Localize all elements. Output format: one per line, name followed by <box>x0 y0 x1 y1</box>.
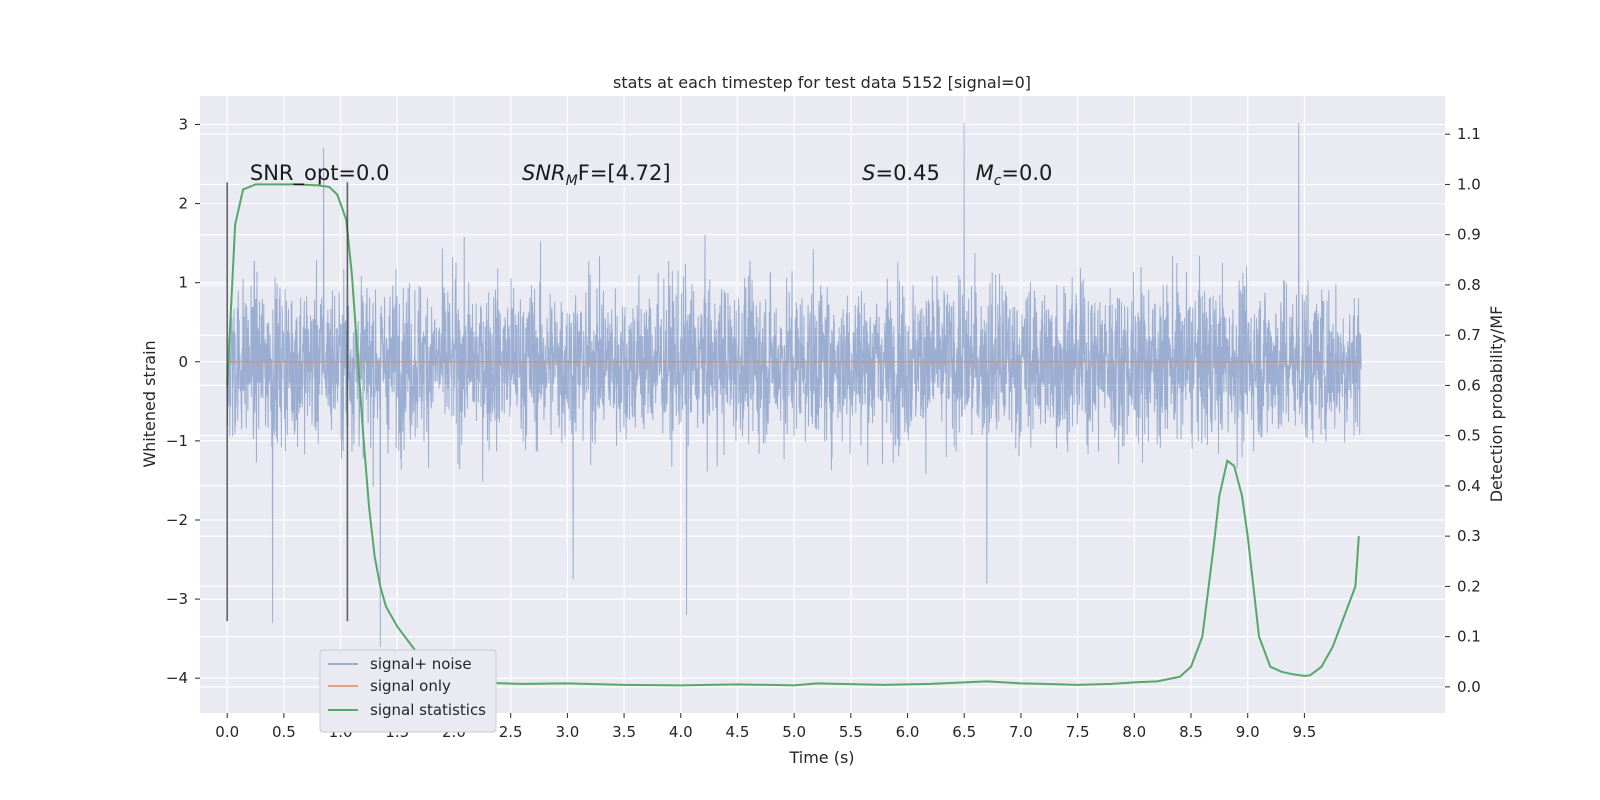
y-left-tick-label: 1 <box>178 274 188 292</box>
y-left-tick-label: −2 <box>166 511 188 529</box>
y-left-axis-ticks: 3 2 1 0 −1 −2 −3 −4 <box>166 115 200 687</box>
vertical-markers <box>226 182 349 622</box>
legend: signal+ noise signal only signal statist… <box>319 649 497 733</box>
annotations: SNR_opt=0.0 SNRMF=[4.72] S=0.45 Mc=0.0 <box>250 161 1053 189</box>
x-tick-label: 3.5 <box>612 723 636 741</box>
x-tick-label: 6.5 <box>952 723 976 741</box>
x-axis-label: Time (s) <box>788 748 854 767</box>
y-right-axis-ticks: 1.1 1.0 0.9 0.8 0.7 0.6 0.5 0.4 0.3 0.2 0.1 0.0 <box>1445 125 1481 696</box>
annotation-text: SNRMF=[4.72] <box>522 161 671 189</box>
chart-title: stats at each timestep for test data 515… <box>613 73 1031 92</box>
y-right-tick-label: 0.5 <box>1457 427 1481 445</box>
x-tick-label: 7.5 <box>1066 723 1090 741</box>
y-right-tick-label: 0.8 <box>1457 276 1481 294</box>
series-signal-noise <box>226 122 1362 647</box>
y-right-tick-label: 0.4 <box>1457 477 1481 495</box>
y-left-tick-label: −1 <box>166 432 188 450</box>
y-left-tick-label: −4 <box>166 669 188 687</box>
x-tick-label: 4.5 <box>726 723 750 741</box>
legend-box <box>319 649 497 733</box>
y-right-tick-label: 0.6 <box>1457 376 1481 394</box>
x-tick-label: 6.0 <box>896 723 920 741</box>
statistics-trace <box>226 183 1360 687</box>
x-tick-label: 4.0 <box>669 723 693 741</box>
x-tick-label: 8.5 <box>1179 723 1203 741</box>
series-signal-statistics <box>226 183 1360 687</box>
annotation-text: Mc=0.0 <box>976 161 1053 189</box>
y-right-tick-label: 0.1 <box>1457 628 1481 646</box>
annotation-text: S=0.45 <box>862 161 940 185</box>
y-left-tick-label: 2 <box>178 195 188 213</box>
x-tick-label: 9.5 <box>1292 723 1316 741</box>
x-tick-label: 5.5 <box>839 723 863 741</box>
annotation-text: SNR_opt=0.0 <box>250 161 390 186</box>
x-tick-label: 5.0 <box>782 723 806 741</box>
y-left-axis-label: Whitened strain <box>140 340 159 467</box>
y-right-tick-label: 0.3 <box>1457 527 1481 545</box>
y-left-tick-label: 3 <box>178 115 188 133</box>
x-tick-label: 3.0 <box>555 723 579 741</box>
x-tick-label: 0.0 <box>215 723 239 741</box>
y-right-axis-label: Detection probability/MF <box>1487 306 1506 503</box>
x-tick-label: 7.0 <box>1009 723 1033 741</box>
y-left-tick-label: 0 <box>178 353 188 371</box>
y-left-tick-label: −3 <box>166 590 188 608</box>
x-tick-label: 0.5 <box>272 723 296 741</box>
y-right-tick-label: 0.9 <box>1457 226 1481 244</box>
y-right-tick-label: 1.0 <box>1457 175 1481 193</box>
y-right-tick-label: 1.1 <box>1457 125 1481 143</box>
noise-trace <box>226 122 1362 647</box>
legend-label-noise: signal+ noise <box>370 655 472 673</box>
y-right-tick-label: 0.0 <box>1457 678 1481 696</box>
y-right-tick-label: 0.7 <box>1457 326 1481 344</box>
legend-label-signal: signal only <box>370 677 451 695</box>
y-right-tick-label: 0.2 <box>1457 577 1481 595</box>
x-tick-label: 8.0 <box>1122 723 1146 741</box>
x-tick-label: 9.0 <box>1236 723 1260 741</box>
x-tick-label: 2.5 <box>499 723 523 741</box>
legend-label-statistics: signal statistics <box>370 701 486 719</box>
